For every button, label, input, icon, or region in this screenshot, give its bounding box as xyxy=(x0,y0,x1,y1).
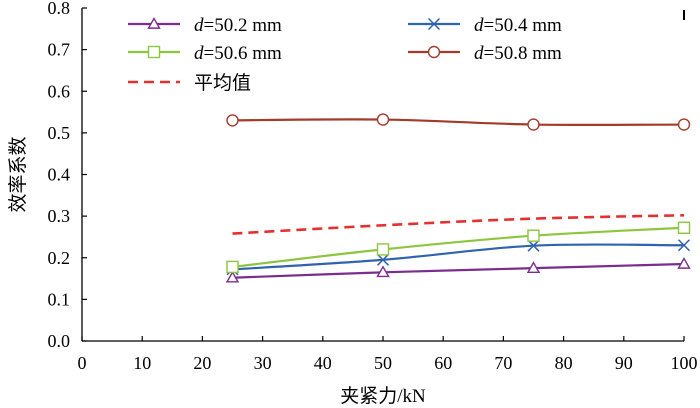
x-tick-label: 40 xyxy=(314,353,332,373)
legend-label-5: 平均值 xyxy=(194,72,251,94)
legend-label-value: =50.8 mm xyxy=(484,43,562,64)
data-point-series-3 xyxy=(527,229,540,242)
data-point-series-1 xyxy=(225,270,240,283)
series-line-2 xyxy=(232,243,685,271)
marker-stroke xyxy=(376,253,390,266)
legend-marker-4 xyxy=(427,45,441,59)
data-point-series-1 xyxy=(376,265,390,278)
x-tick-label: 20 xyxy=(193,353,211,373)
y-tick-label: 0.8 xyxy=(48,0,71,18)
data-point-series-2 xyxy=(677,239,691,252)
data-point-series-1 xyxy=(677,257,691,269)
y-tick-label: 0.7 xyxy=(48,40,71,60)
legend-label-4: d=50.8 mm xyxy=(474,43,562,64)
x-axis-label: 夹紧力/kN xyxy=(340,385,426,407)
series-line-4 xyxy=(232,118,685,127)
y-tick-label: 0.1 xyxy=(48,289,71,309)
series-line-3 xyxy=(232,226,685,269)
legend-label-1: d=50.2 mm xyxy=(194,15,282,36)
legend-marker-1 xyxy=(147,17,161,29)
y-tick-label: 0.2 xyxy=(48,248,71,268)
legend-label-value: =50.2 mm xyxy=(204,15,282,36)
series-line-5 xyxy=(232,213,685,235)
y-axis-label: 效率系数 xyxy=(7,136,29,212)
data-point-series-3 xyxy=(677,221,691,234)
marker-stroke xyxy=(527,239,540,252)
legend-label-2: d=50.4 mm xyxy=(474,15,562,36)
legend-label-variable: d xyxy=(194,15,204,36)
data-point-series-3 xyxy=(226,260,239,274)
data-point-series-3 xyxy=(376,243,390,256)
data-point-series-4 xyxy=(527,118,540,131)
legend-marker-3 xyxy=(147,45,161,59)
x-tick-label: 10 xyxy=(133,353,151,373)
marker-stroke xyxy=(677,239,691,252)
x-tick-label: 60 xyxy=(434,353,452,373)
marker-stroke xyxy=(427,17,441,31)
legend-marker-2 xyxy=(427,17,441,31)
y-tick-label: 0.0 xyxy=(48,331,71,351)
data-point-series-2 xyxy=(527,239,540,252)
y-tick-label: 0.5 xyxy=(48,123,71,143)
data-point-series-4 xyxy=(376,113,390,126)
data-point-series-4 xyxy=(677,118,691,131)
chart-series xyxy=(225,113,691,283)
legend-label-value: =50.4 mm xyxy=(484,15,562,36)
x-tick-label: 50 xyxy=(374,353,392,373)
x-tick-label: 0 xyxy=(78,353,87,373)
x-tick-label: 80 xyxy=(555,353,573,373)
series-line-1 xyxy=(232,262,685,279)
legend-label-value: =50.6 mm xyxy=(204,43,282,64)
data-point-series-1 xyxy=(526,261,541,273)
y-tick-label: 0.3 xyxy=(48,206,71,226)
chart-axes xyxy=(81,8,684,342)
data-point-series-4 xyxy=(226,114,239,127)
chart-ticks: 0 10 20 30 40 50 60 70 80 90 100 0.0 0.1 0.2 0.3 0.4 0.5… xyxy=(48,0,698,373)
data-point-series-2 xyxy=(376,253,390,266)
x-tick-label: 100 xyxy=(671,353,698,373)
x-tick-label: 70 xyxy=(494,353,512,373)
x-tick-label: 30 xyxy=(254,353,272,373)
legend-label-3: d=50.6 mm xyxy=(194,43,282,64)
y-tick-label: 0.4 xyxy=(48,165,71,185)
x-tick-label: 90 xyxy=(615,353,633,373)
y-tick-label: 0.6 xyxy=(48,81,71,101)
legend-label-variable: d xyxy=(194,43,204,64)
legend-label-variable: d xyxy=(474,15,484,36)
legend-label-variable: d xyxy=(474,43,484,64)
